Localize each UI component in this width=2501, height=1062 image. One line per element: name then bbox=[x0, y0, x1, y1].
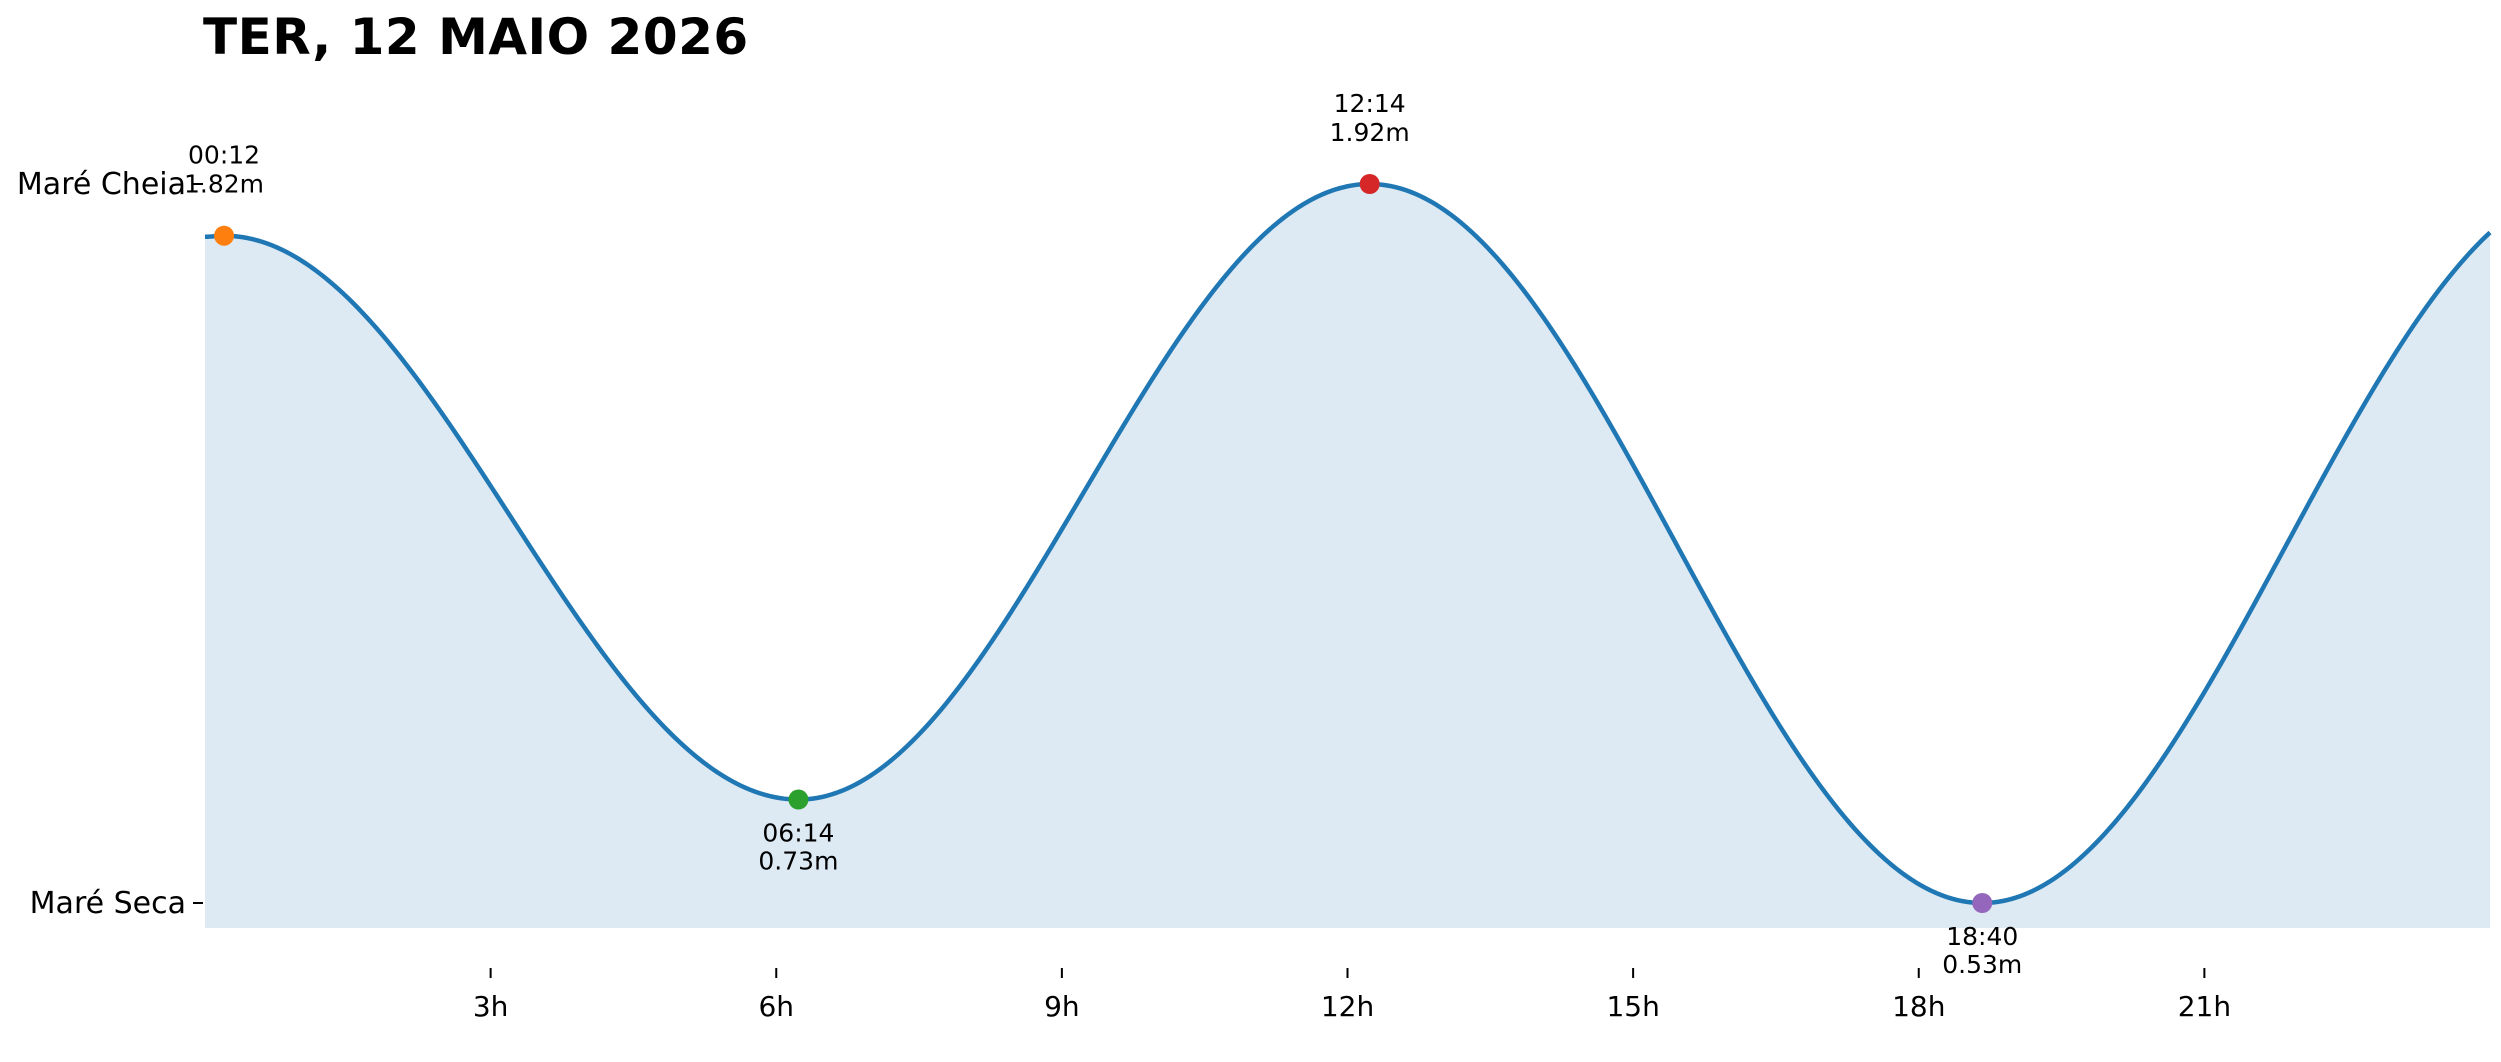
low-tide-marker bbox=[788, 789, 809, 810]
x-tick-label: 3h bbox=[473, 990, 509, 1023]
x-tick-label: 15h bbox=[1606, 990, 1659, 1023]
x-tick-label: 9h bbox=[1044, 990, 1080, 1023]
y-tick-label: Maré Cheia bbox=[17, 167, 186, 202]
plot-area bbox=[202, 181, 2492, 928]
x-tick-label: 21h bbox=[2178, 990, 2231, 1023]
extreme-time-label: 12:14 bbox=[1334, 89, 1406, 118]
x-tick-label: 12h bbox=[1321, 990, 1374, 1023]
extreme-height-label: 1.92m bbox=[1330, 118, 1410, 147]
high-tide-marker bbox=[1359, 174, 1380, 194]
x-axis: 3h 6h 9h 12h 15h 18h 21h bbox=[473, 968, 2231, 1023]
extreme-markers: 00:121.82m 06:140.73m 12:141.92m 18:400.53m bbox=[184, 89, 2022, 979]
extreme-height-label: 0.53m bbox=[1942, 950, 2022, 979]
extreme-height-label: 1.82m bbox=[184, 170, 264, 199]
x-tick-label: 18h bbox=[1892, 990, 1945, 1023]
extreme-height-label: 0.73m bbox=[758, 847, 838, 876]
y-axis: Maré Cheia Maré Seca bbox=[17, 167, 203, 921]
extreme-time-label: 00:12 bbox=[188, 141, 260, 170]
low-tide-marker bbox=[1972, 893, 1993, 913]
extreme-time-label: 18:40 bbox=[1946, 922, 2018, 951]
high-tide-marker bbox=[214, 225, 235, 246]
tide-area-fill bbox=[205, 184, 2490, 928]
extreme-time-label: 06:14 bbox=[762, 819, 834, 848]
y-tick-label: Maré Seca bbox=[30, 886, 186, 921]
chart-title: TER, 12 MAIO 2026 bbox=[203, 8, 749, 66]
x-tick-label: 6h bbox=[758, 990, 794, 1023]
